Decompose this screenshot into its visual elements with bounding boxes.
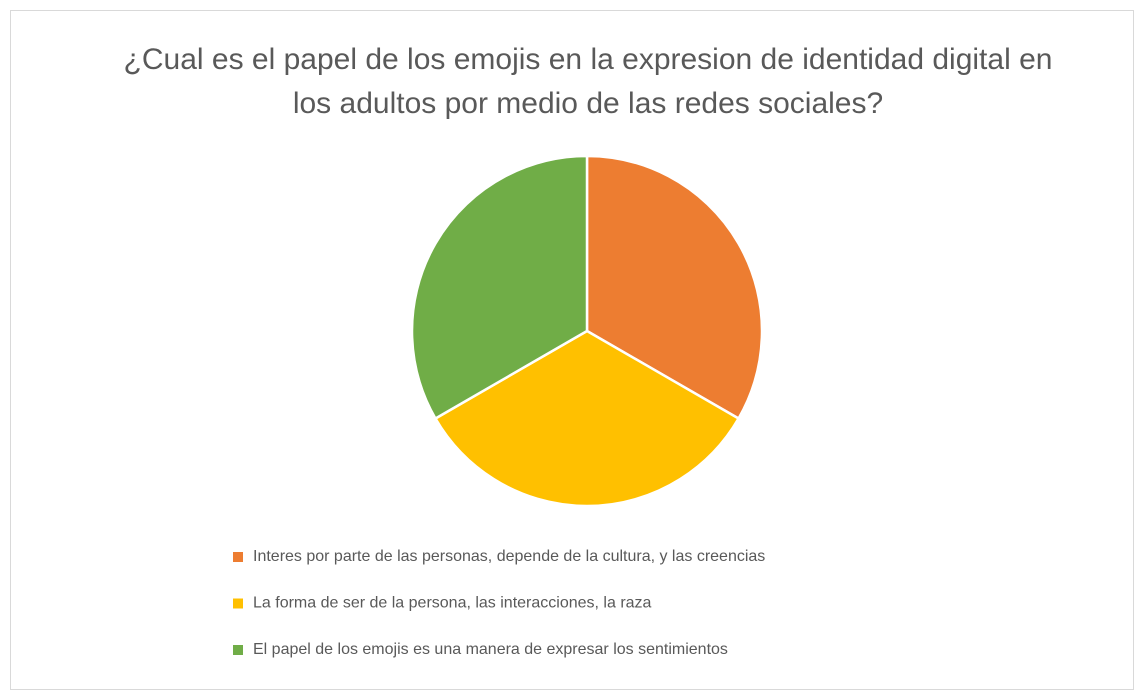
legend-swatch: [233, 645, 243, 655]
legend-swatch: [233, 598, 243, 609]
pie-slice: [433, 329, 741, 508]
legend-swatch: [233, 552, 243, 562]
chart-title: ¿Cual es el papel de los emojis en la ex…: [123, 43, 1053, 120]
pie-slice: [585, 154, 764, 421]
pie-slice: [410, 154, 589, 421]
legend-label: Interes por parte de las personas, depen…: [253, 548, 765, 565]
legend-label: El papel de los emojis es una manera de …: [253, 641, 728, 658]
legend-label: La forma de ser de la persona, las inter…: [253, 595, 652, 612]
